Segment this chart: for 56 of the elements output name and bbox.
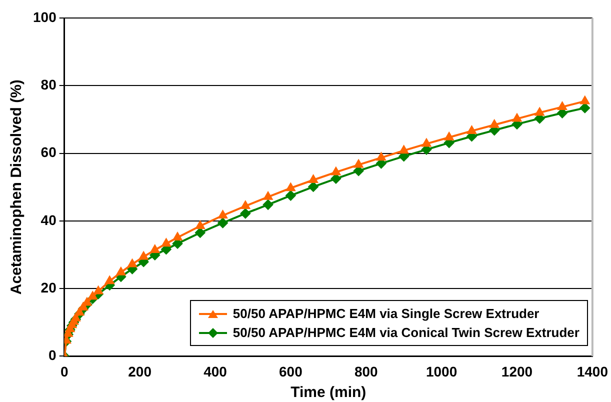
point [580, 102, 590, 113]
x-tick-label: 600 [278, 363, 303, 380]
point [240, 201, 250, 210]
point [240, 208, 250, 218]
point [286, 190, 296, 201]
point [71, 313, 80, 322]
point [88, 292, 98, 300]
point [173, 232, 182, 240]
point [82, 298, 92, 306]
point [580, 96, 590, 104]
point [74, 308, 84, 316]
point [558, 102, 567, 110]
point [263, 200, 274, 210]
y-tick-label: 0 [48, 347, 57, 364]
point [116, 267, 126, 276]
x-tick-label: 400 [204, 363, 228, 380]
point [218, 210, 228, 219]
point [218, 218, 228, 228]
point [308, 175, 318, 183]
y-tick-label: 40 [40, 212, 57, 228]
point [512, 114, 522, 122]
x-tick-label: 1400 [576, 363, 608, 380]
point [354, 160, 364, 168]
x-tick-label: 200 [128, 363, 152, 380]
point [399, 146, 408, 154]
point [376, 152, 386, 161]
point [264, 192, 273, 200]
point [422, 138, 431, 147]
point [467, 126, 476, 134]
point [195, 228, 206, 238]
point [444, 132, 454, 140]
legend-label: 50/50 APAP/HPMC E4M via Conical Twin Screw Extruder [232, 325, 580, 340]
x-tick-label: 0 [60, 363, 68, 380]
x-tick-label: 1200 [501, 363, 533, 380]
x-axis-title: Time (min) [290, 384, 366, 402]
legend-label: 50/50 APAP/HPMC E4M via Single Screw Extruder [232, 306, 540, 322]
point [94, 286, 103, 294]
y-tick-label: 60 [40, 144, 57, 160]
point [162, 238, 171, 247]
point [286, 183, 296, 192]
y-tick-label: 80 [40, 76, 57, 92]
y-tick-label: 20 [40, 279, 57, 296]
point [308, 182, 318, 192]
point [105, 276, 114, 284]
point [150, 245, 160, 254]
y-axis-title: Acetaminophen Dissolved (%) [8, 80, 26, 295]
point [330, 174, 341, 184]
point [139, 252, 148, 260]
point [196, 220, 205, 229]
point [128, 259, 137, 268]
x-tick-label: 1000 [426, 363, 458, 380]
x-tick-label: 800 [354, 363, 378, 380]
point [535, 108, 544, 116]
y-tick-label: 100 [33, 8, 57, 25]
point [490, 120, 499, 128]
point [331, 167, 340, 176]
